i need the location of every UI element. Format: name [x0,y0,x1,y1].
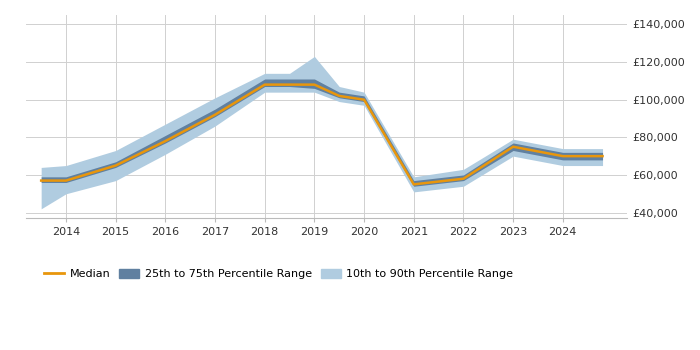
Legend: Median, 25th to 75th Percentile Range, 10th to 90th Percentile Range: Median, 25th to 75th Percentile Range, 1… [40,265,518,284]
